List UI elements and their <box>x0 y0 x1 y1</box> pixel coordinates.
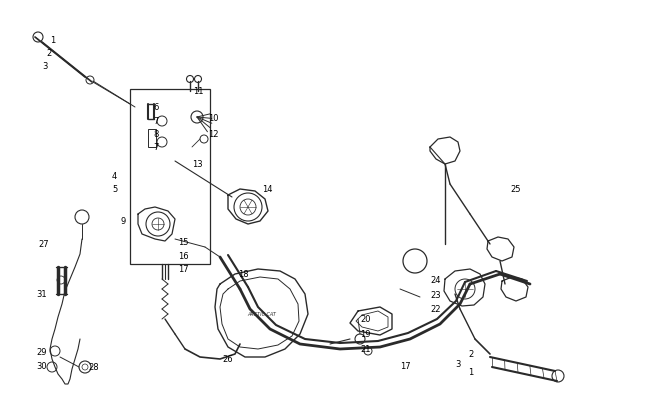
Text: 29: 29 <box>36 347 47 356</box>
Bar <box>130 90 210 264</box>
Text: 4: 4 <box>112 172 117 181</box>
Text: 24: 24 <box>430 275 441 284</box>
Bar <box>148 130 156 148</box>
Text: 23: 23 <box>430 290 441 299</box>
Text: 3: 3 <box>42 62 47 71</box>
Text: 1: 1 <box>468 367 473 376</box>
Text: 1: 1 <box>50 36 55 45</box>
Text: 30: 30 <box>36 361 47 370</box>
Text: 5: 5 <box>112 185 117 194</box>
Text: 22: 22 <box>430 304 441 313</box>
Text: 9: 9 <box>120 216 125 226</box>
Text: ARCTIC CAT: ARCTIC CAT <box>248 312 276 317</box>
Text: 17: 17 <box>400 361 411 370</box>
Text: 13: 13 <box>192 160 203 168</box>
Text: 16: 16 <box>178 252 188 260</box>
Text: 17: 17 <box>178 264 188 273</box>
Text: 25: 25 <box>510 185 521 194</box>
Text: 7: 7 <box>153 117 159 126</box>
Text: 2: 2 <box>46 49 51 58</box>
Text: 31: 31 <box>36 289 47 298</box>
Text: 26: 26 <box>222 354 233 363</box>
Text: 7: 7 <box>153 143 159 151</box>
Text: 21: 21 <box>360 344 370 353</box>
Text: 15: 15 <box>178 237 188 246</box>
Text: 12: 12 <box>208 130 218 139</box>
Text: 10: 10 <box>208 114 218 123</box>
Text: 11: 11 <box>193 87 203 96</box>
Text: 18: 18 <box>238 269 248 278</box>
Text: 19: 19 <box>360 329 370 338</box>
Text: 6: 6 <box>153 103 159 112</box>
Text: 28: 28 <box>88 362 99 371</box>
Text: 14: 14 <box>262 185 272 194</box>
Text: 8: 8 <box>153 130 159 139</box>
Text: 2: 2 <box>468 349 473 358</box>
Text: 27: 27 <box>38 239 49 248</box>
Text: 20: 20 <box>360 314 370 323</box>
Text: 3: 3 <box>455 359 460 368</box>
